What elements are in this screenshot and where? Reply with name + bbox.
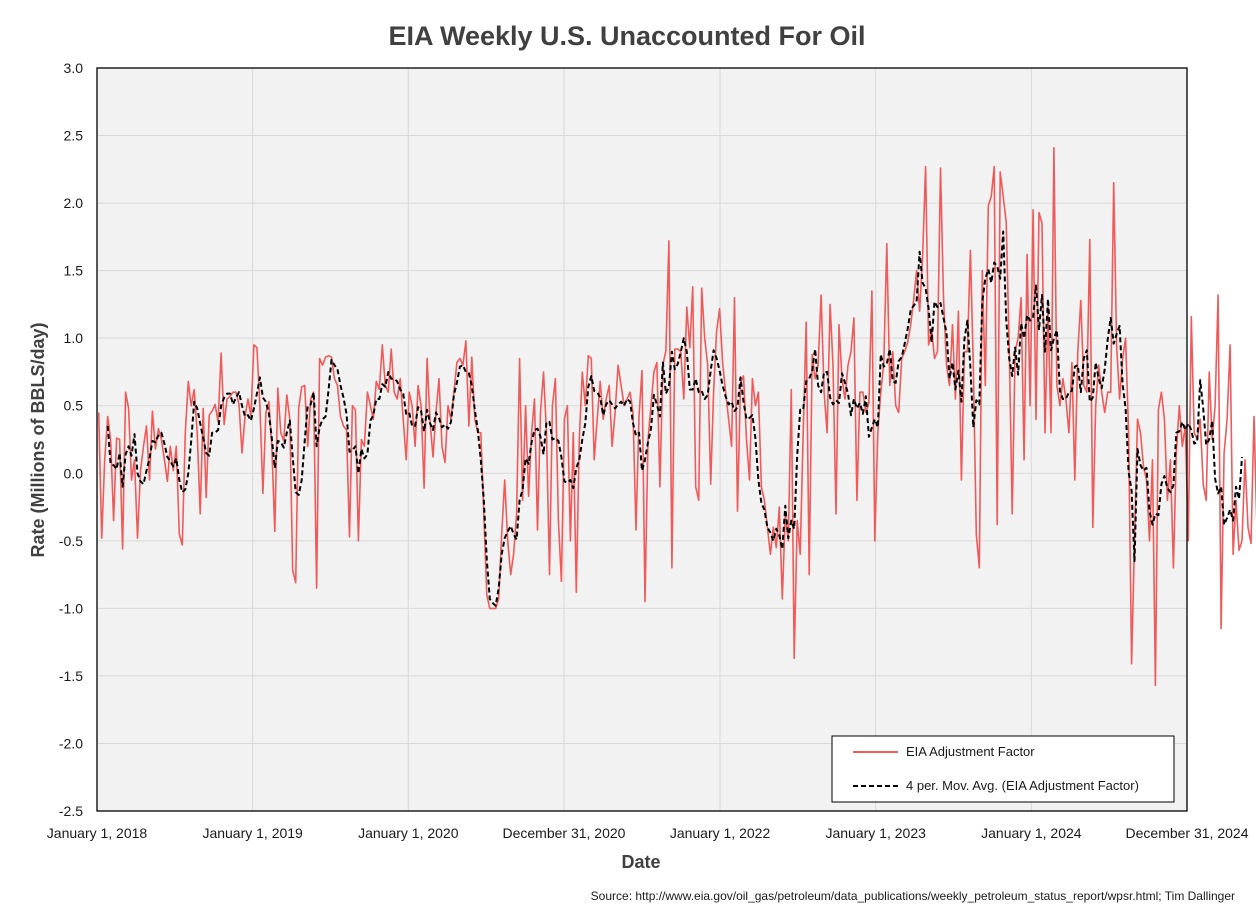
- plot-border: [96, 67, 1188, 812]
- plot-area: [97, 68, 1187, 811]
- y-axis-title: Rate (Millions of BBLS/day): [28, 322, 48, 557]
- y-tick-label: -0.5: [59, 533, 83, 549]
- y-tick-label: -2.5: [59, 803, 83, 819]
- series-layer: [97, 146, 1256, 687]
- legend-label-adjustment: EIA Adjustment Factor: [906, 744, 1035, 759]
- x-tick-label: December 31, 2024: [1126, 825, 1249, 841]
- y-axis-ticks: 3.0 2.5 2.0 1.5 1.0 0.5 0.0 -0.5 -1.0 -1.5 -2.0 -2.…: [59, 60, 83, 819]
- y-tick-label: 1.5: [64, 263, 84, 279]
- y-tick-label: 0.0: [64, 465, 84, 481]
- x-tick-label: December 31, 2020: [502, 825, 625, 841]
- chart-title: EIA Weekly U.S. Unaccounted For Oil: [388, 21, 865, 51]
- y-tick-label: -1.5: [59, 668, 83, 684]
- y-tick-label: 0.5: [64, 398, 84, 414]
- legend-box: [831, 735, 1175, 803]
- series-line-moving-average: [106, 230, 1243, 607]
- x-tick-label: January 1, 2020: [358, 825, 459, 841]
- x-axis-title: Date: [621, 852, 660, 872]
- y-tick-label: -2.0: [59, 735, 83, 751]
- x-axis-ticks: January 1, 2018 January 1, 2019 January 1,…: [47, 825, 1249, 841]
- x-tick-label: January 1, 2019: [202, 825, 303, 841]
- x-tick-label: January 1, 2022: [670, 825, 771, 841]
- source-note: Source: http://www.eia.gov/oil_gas/petro…: [591, 889, 1235, 903]
- x-tick-label: January 1, 2023: [825, 825, 926, 841]
- y-tick-label: 1.0: [64, 330, 84, 346]
- y-tick-label: 2.5: [64, 128, 84, 144]
- legend: EIA Adjustment Factor 4 per. Mov. Avg. (…: [831, 735, 1175, 803]
- x-tick-label: January 1, 2024: [981, 825, 1082, 841]
- y-tick-label: 2.0: [64, 195, 84, 211]
- series-line-adjustment-factor: [97, 146, 1256, 687]
- y-tick-label: 3.0: [64, 60, 84, 76]
- x-tick-label: January 1, 2018: [47, 825, 148, 841]
- y-tick-label: -1.0: [59, 600, 83, 616]
- legend-label-moving-average: 4 per. Mov. Avg. (EIA Adjustment Factor): [906, 778, 1139, 793]
